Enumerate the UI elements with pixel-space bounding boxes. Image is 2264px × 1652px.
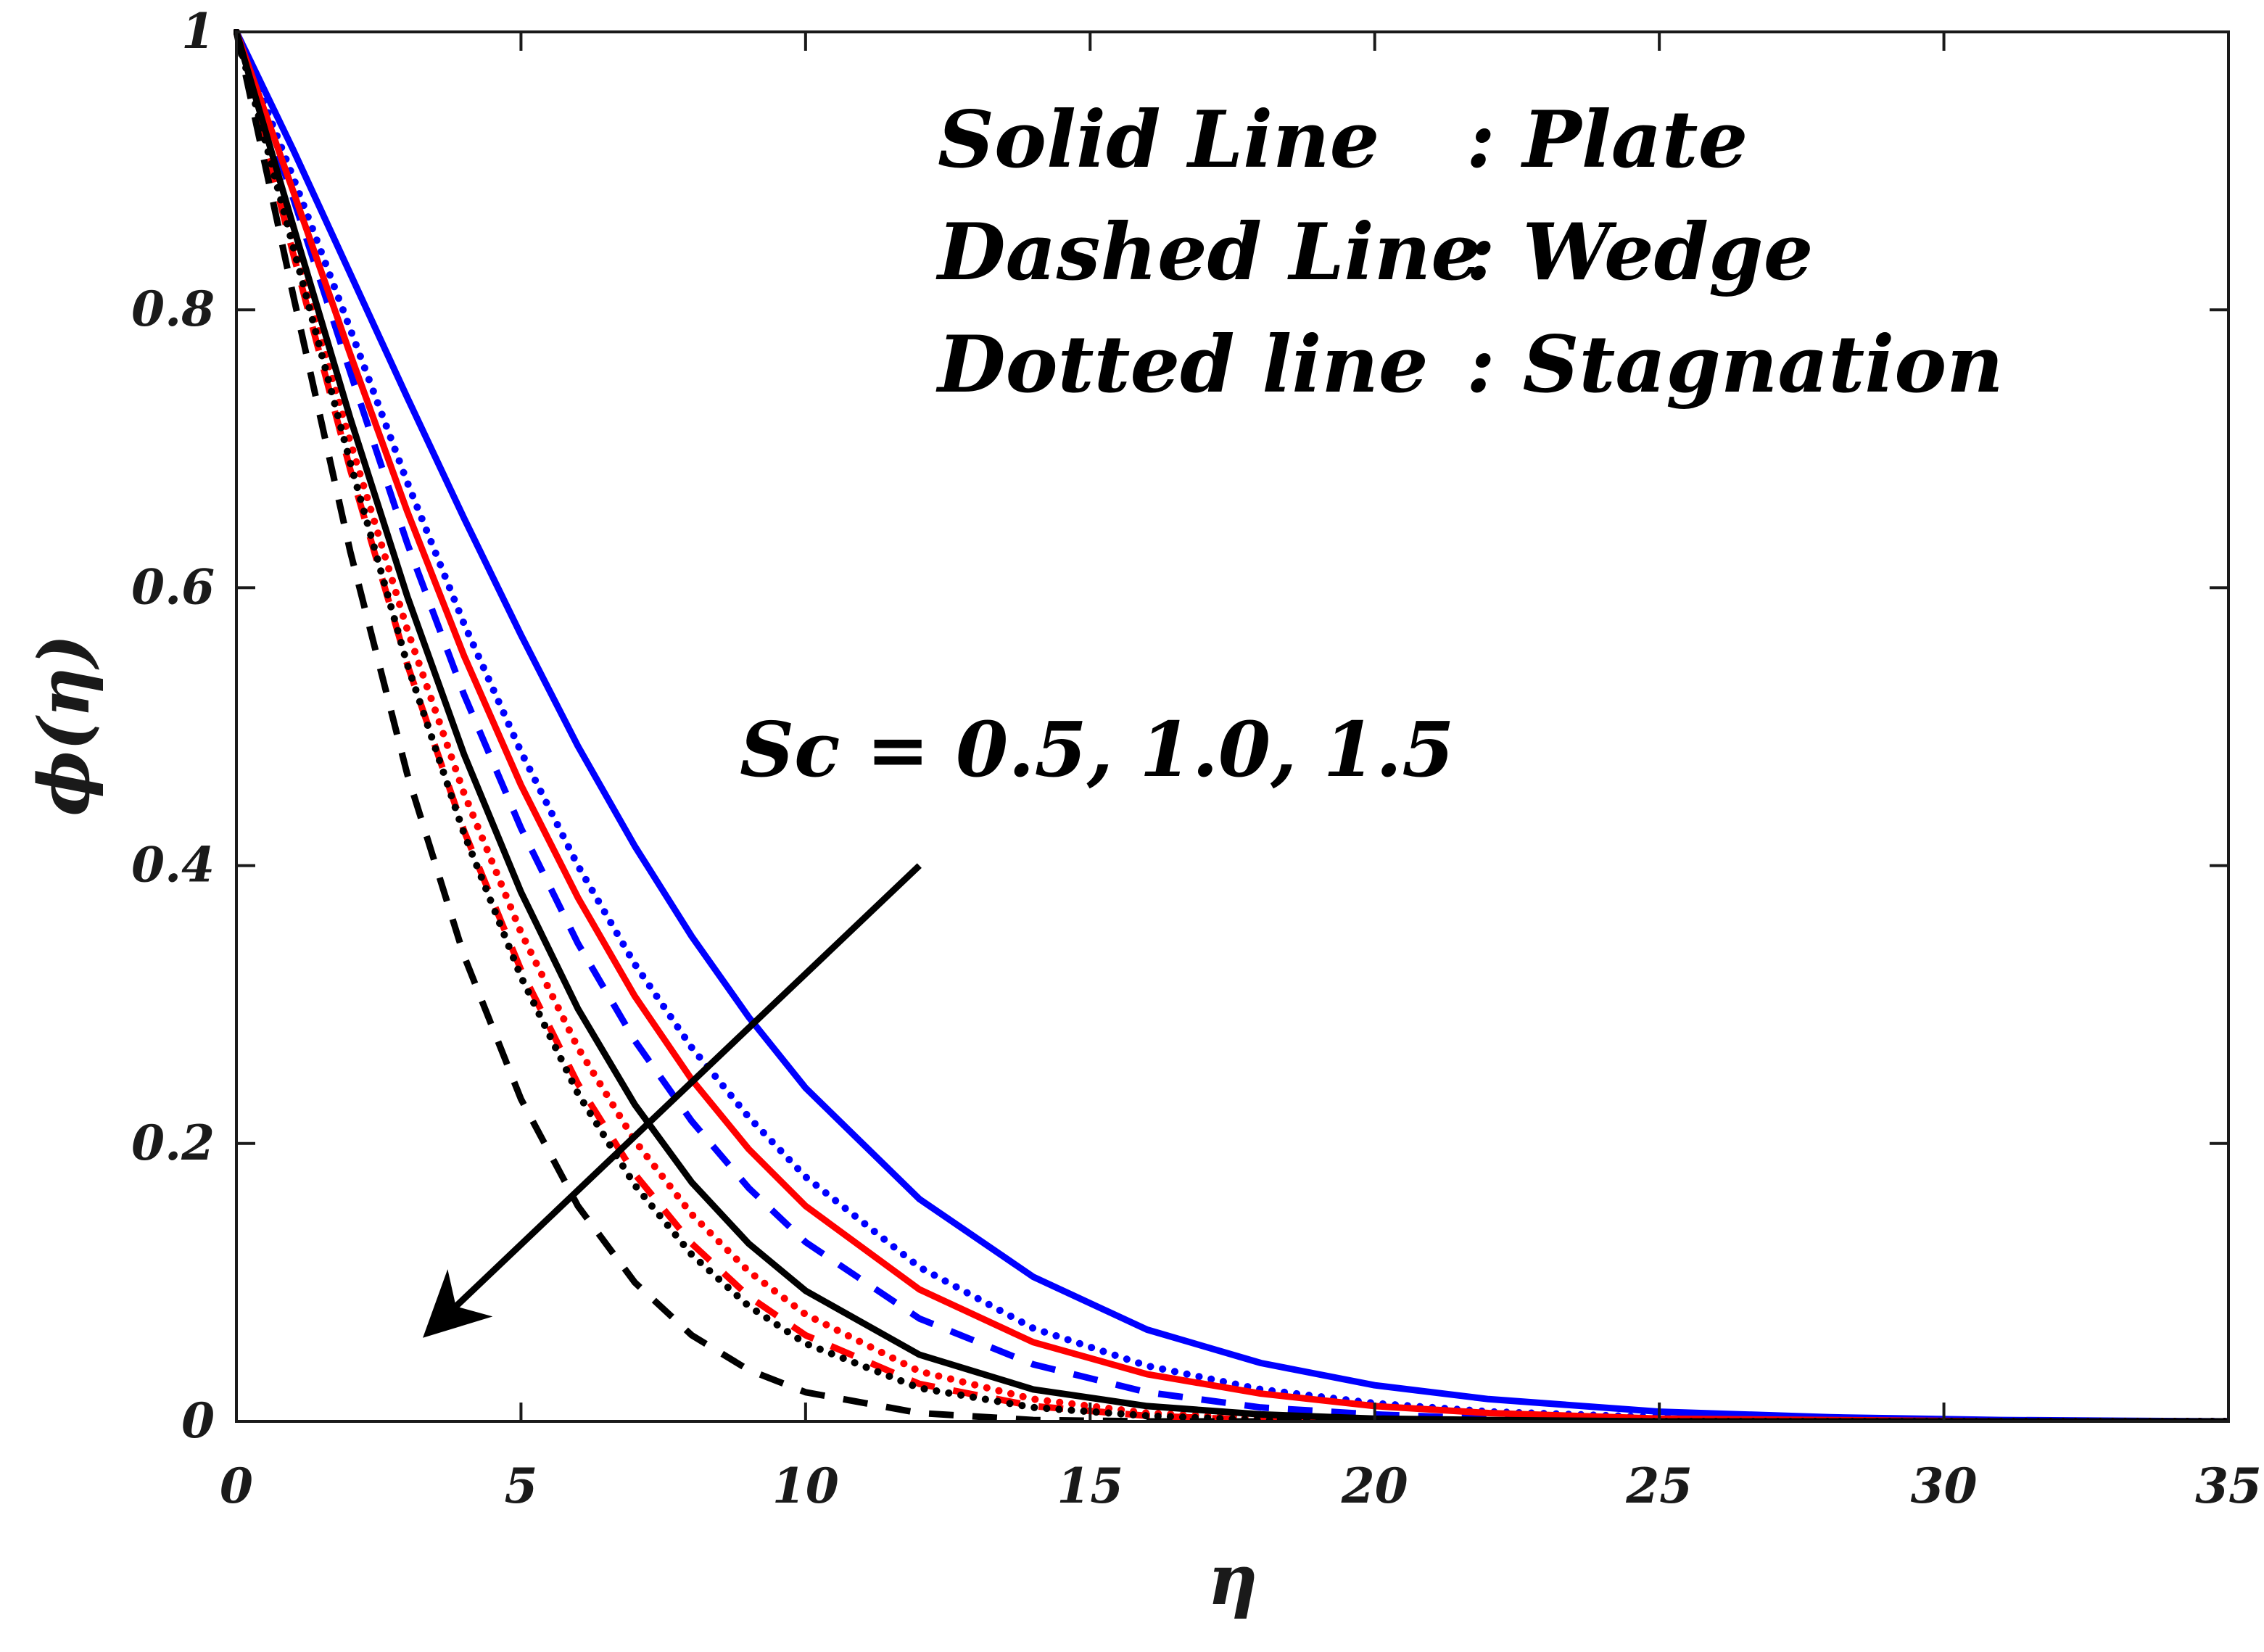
x-tick-label: 35 [2195,1458,2262,1514]
series-line-dashed-8 [234,31,2228,1421]
x-tick-label: 10 [772,1458,839,1514]
x-tick-label: 0 [220,1458,253,1514]
series-line-dotted-7 [234,29,2231,1421]
series-line-solid-3 [234,30,2228,1421]
legend-line-dashed: Dashed Line [935,207,1481,298]
y-tick-label: 0.6 [131,558,215,615]
y-tick-label: 0 [181,1392,215,1449]
legend-line-dotted: Dotted line [935,319,1429,410]
y-tick-label: 0.8 [131,281,215,337]
x-tick-label: 20 [1341,1458,1408,1514]
y-tick-label: 0.4 [131,837,215,893]
plot-frame [235,30,2230,1423]
legend-meaning-wedge: : Wedge [1466,207,1813,298]
series-line-solid-0 [234,30,2229,1421]
series-line-dashed-5 [234,30,2228,1421]
legend-meaning-plate: : Plate [1466,94,1748,186]
series-line-dotted-4 [234,29,2231,1421]
sc-annotation: Sc = 0.5, 1.0, 1.5 [740,705,1455,794]
x-tick-label: 15 [1057,1458,1123,1514]
y-tick-label: 1 [181,3,215,59]
sc-increase-arrow [423,863,922,1338]
x-axis-label: η [1207,1539,1258,1621]
legend-box: Solid Line : Plate Dashed Line : Wedge D… [935,94,2004,410]
x-tick-label: 25 [1625,1458,1693,1514]
legend-meaning-stagnation: : Stagnation [1466,319,2004,410]
legend-line-solid: Solid Line [938,94,1379,186]
y-axis-label: ϕ(η) [23,634,105,816]
y-tick-label: 0.2 [131,1115,215,1171]
x-tick-label: 5 [504,1458,537,1514]
x-tick-label: 30 [1911,1458,1978,1514]
